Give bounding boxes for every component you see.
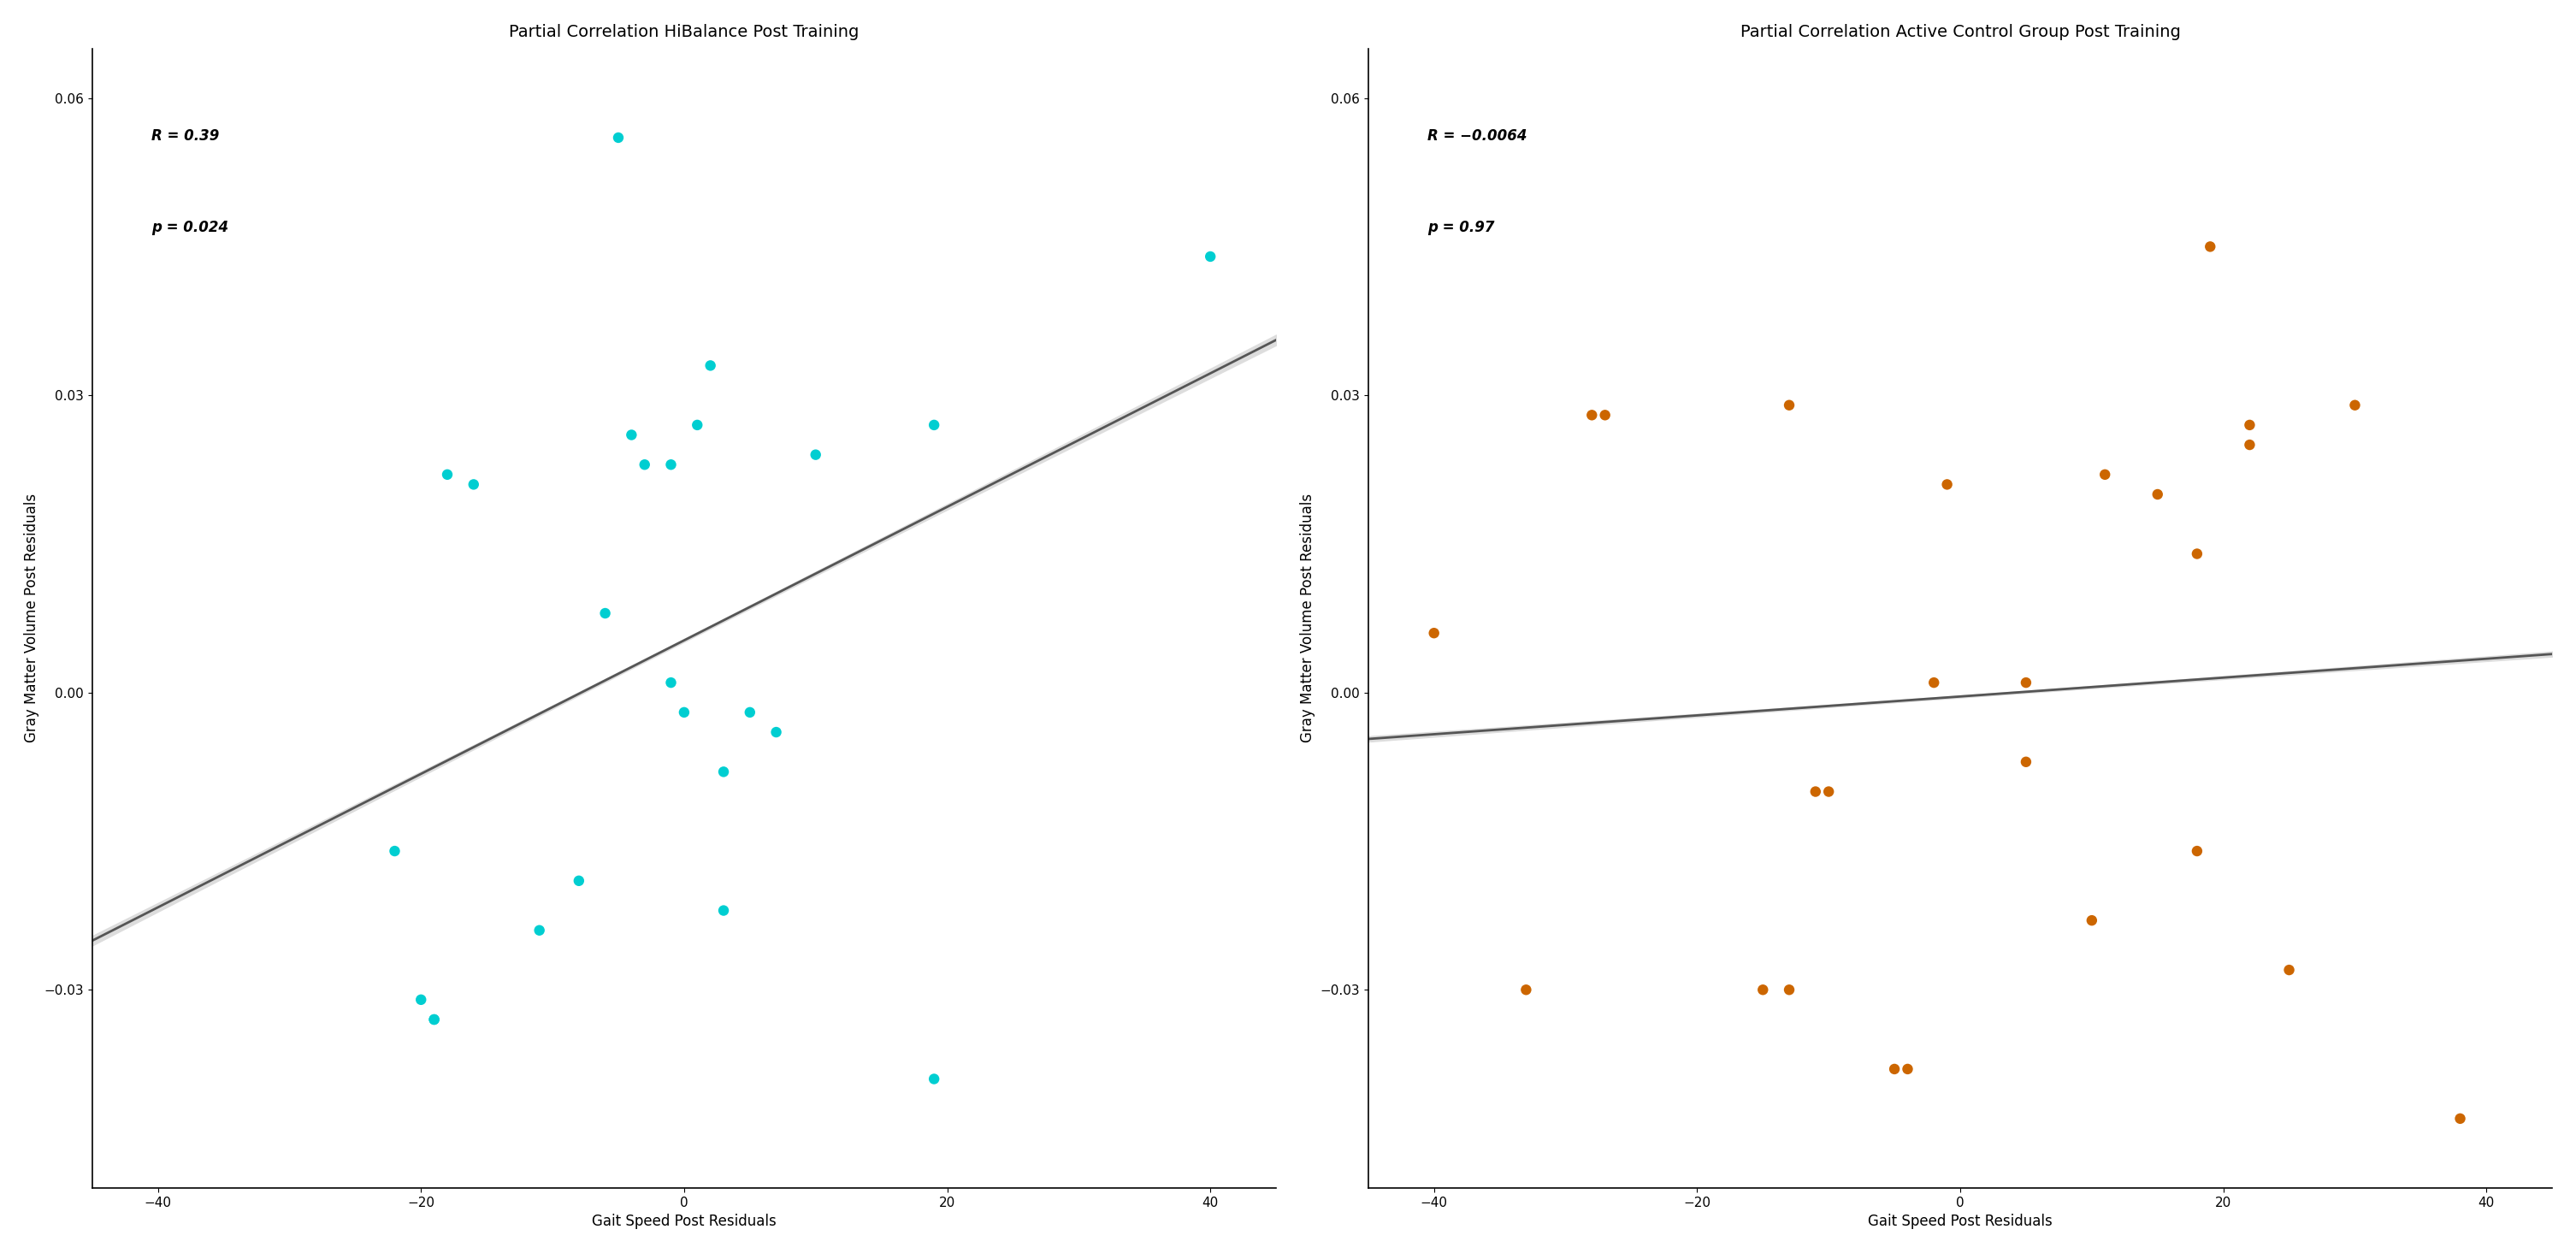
Point: [649, 455, 690, 475]
Point: [415, 1010, 456, 1030]
Point: [1914, 673, 1955, 693]
Text: p = 0.024: p = 0.024: [152, 219, 229, 234]
Text: R = 0.39: R = 0.39: [152, 128, 219, 144]
Point: [914, 415, 956, 435]
Text: p = 0.97: p = 0.97: [1427, 219, 1494, 234]
Point: [1414, 623, 1455, 643]
Point: [2084, 465, 2125, 485]
Point: [2177, 544, 2218, 564]
Text: R = −0.0064: R = −0.0064: [1427, 128, 1528, 144]
Point: [453, 475, 495, 495]
Point: [2228, 415, 2269, 435]
Point: [2269, 960, 2311, 980]
Point: [2190, 237, 2231, 257]
Point: [1795, 782, 1837, 802]
Point: [2004, 752, 2045, 772]
Point: [729, 703, 770, 723]
Point: [649, 673, 690, 693]
Point: [1741, 980, 1783, 1000]
Point: [1770, 395, 1811, 415]
Point: [703, 762, 744, 782]
Point: [1571, 405, 1613, 425]
Point: [1888, 1059, 1929, 1079]
Point: [1504, 980, 1546, 1000]
Point: [796, 445, 837, 465]
Point: [2004, 673, 2045, 693]
Point: [665, 703, 706, 723]
X-axis label: Gait Speed Post Residuals: Gait Speed Post Residuals: [592, 1214, 775, 1229]
Point: [755, 722, 796, 742]
X-axis label: Gait Speed Post Residuals: Gait Speed Post Residuals: [1868, 1214, 2053, 1229]
Point: [914, 1069, 956, 1089]
Point: [2138, 485, 2179, 505]
Point: [518, 920, 559, 940]
Point: [2177, 841, 2218, 861]
Point: [2228, 435, 2269, 455]
Y-axis label: Gray Matter Volume Post Residuals: Gray Matter Volume Post Residuals: [1301, 494, 1316, 743]
Point: [559, 871, 600, 891]
Point: [1190, 247, 1231, 267]
Point: [1808, 782, 1850, 802]
Point: [703, 901, 744, 921]
Point: [623, 455, 665, 475]
Point: [399, 990, 440, 1010]
Point: [2334, 395, 2375, 415]
Point: [1770, 980, 1811, 1000]
Point: [2071, 911, 2112, 931]
Point: [585, 603, 626, 623]
Point: [677, 415, 719, 435]
Point: [611, 425, 652, 445]
Point: [690, 356, 732, 376]
Point: [374, 841, 415, 861]
Title: Partial Correlation Active Control Group Post Training: Partial Correlation Active Control Group…: [1739, 24, 2179, 40]
Point: [2439, 1109, 2481, 1129]
Point: [1584, 405, 1625, 425]
Point: [1873, 1059, 1914, 1079]
Point: [1927, 475, 1968, 495]
Title: Partial Correlation HiBalance Post Training: Partial Correlation HiBalance Post Train…: [510, 24, 860, 40]
Point: [428, 465, 469, 485]
Point: [598, 128, 639, 148]
Y-axis label: Gray Matter Volume Post Residuals: Gray Matter Volume Post Residuals: [23, 494, 39, 743]
Point: [415, 1010, 456, 1030]
